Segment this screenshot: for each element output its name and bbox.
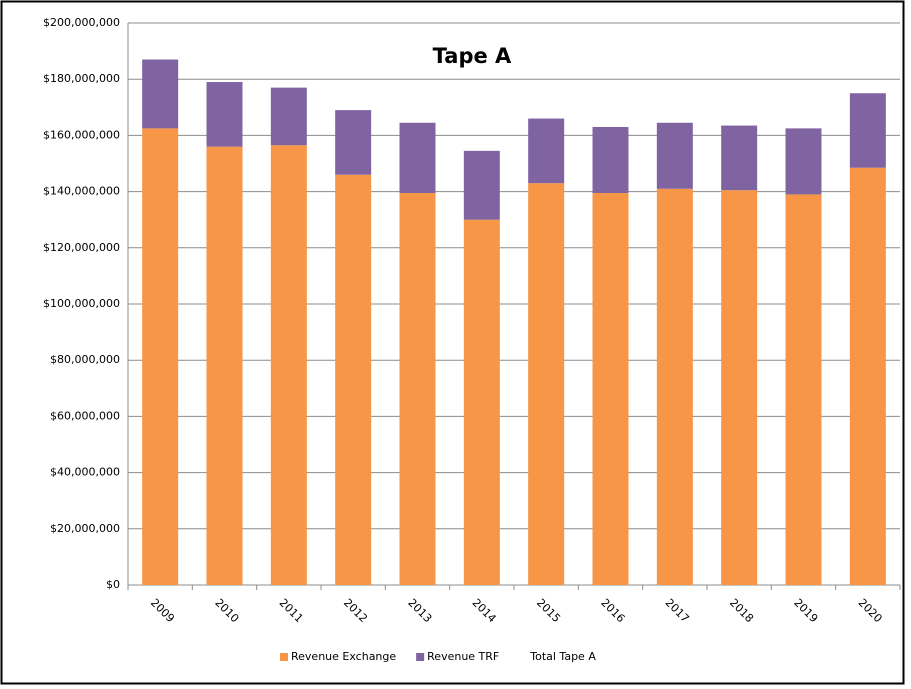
y-tick-label: $60,000,000 xyxy=(50,409,120,422)
bar-segment xyxy=(721,190,758,585)
legend-swatch xyxy=(280,653,288,661)
bar-segment xyxy=(592,193,629,585)
bar-segment xyxy=(785,128,822,195)
y-tick-label: $180,000,000 xyxy=(43,72,120,85)
bar-segment xyxy=(270,145,307,586)
bar-segment xyxy=(335,174,372,586)
legend-label: Revenue Exchange xyxy=(291,650,396,663)
bar-segment xyxy=(785,194,822,585)
bar-segment xyxy=(592,126,629,194)
y-tick-label: $160,000,000 xyxy=(43,128,120,141)
bar-segment xyxy=(528,118,565,184)
y-tick-label: $100,000,000 xyxy=(43,297,120,310)
y-tick-label: $0 xyxy=(106,578,120,591)
bar-segment xyxy=(142,59,179,129)
bar-segment xyxy=(270,87,307,146)
bar-segment xyxy=(849,167,886,585)
legend-label: Total Tape A xyxy=(529,650,596,663)
legend-label: Revenue TRF xyxy=(427,650,499,663)
chart-title: Tape A xyxy=(433,44,512,68)
bar-segment xyxy=(399,122,436,194)
bar-segment xyxy=(206,146,243,585)
bar-segment xyxy=(849,93,886,168)
y-tick-label: $40,000,000 xyxy=(50,466,120,479)
y-tick-label: $120,000,000 xyxy=(43,241,120,254)
bar-segment xyxy=(721,125,758,191)
y-tick-label: $140,000,000 xyxy=(43,185,120,198)
bar-segment xyxy=(656,122,693,189)
y-tick-label: $20,000,000 xyxy=(50,522,120,535)
bar-segment xyxy=(142,128,179,585)
bar-segment xyxy=(335,110,372,175)
bar-segment xyxy=(399,193,436,585)
y-tick-label: $200,000,000 xyxy=(43,16,120,29)
bar-segment xyxy=(656,188,693,586)
bar-segment xyxy=(463,150,500,220)
bar-segment xyxy=(528,183,565,586)
legend-swatch xyxy=(416,653,425,661)
y-tick-label: $80,000,000 xyxy=(50,353,120,366)
bar-segment xyxy=(206,82,243,147)
bar-segment xyxy=(463,219,500,585)
